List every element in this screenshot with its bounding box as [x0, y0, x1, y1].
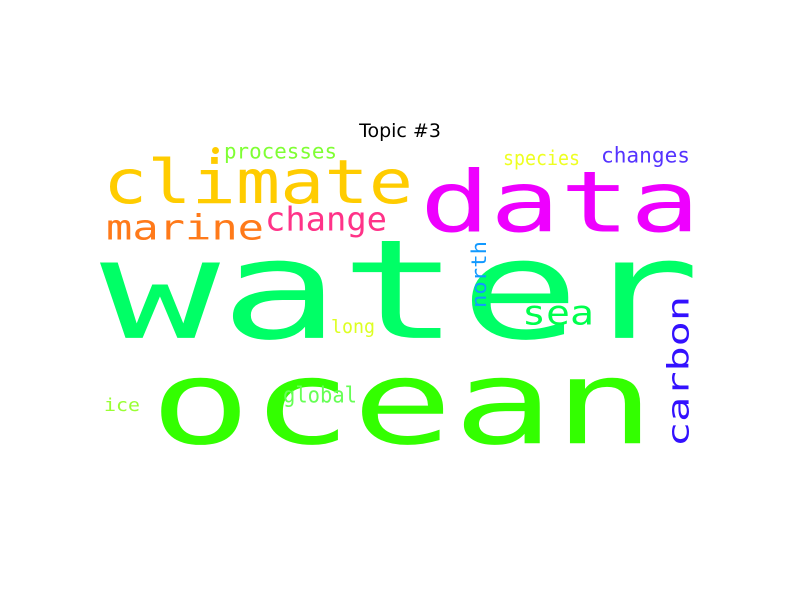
word-marine: marine: [106, 206, 264, 248]
word-long: long: [331, 315, 375, 338]
word-change: change: [265, 200, 387, 239]
word-sea: sea: [522, 292, 594, 333]
word-species: species: [503, 146, 580, 170]
chart-title: Topic #3: [359, 120, 441, 142]
word-processes: processes: [224, 139, 337, 164]
dot-mark: [212, 147, 219, 154]
word-carbon: carbon: [661, 296, 696, 447]
word-global: global: [283, 382, 357, 408]
word-north: north: [467, 241, 491, 308]
word-water: water: [100, 209, 700, 372]
word-ocean: ocean: [150, 334, 655, 472]
word-changes: changes: [601, 143, 690, 168]
word-data: data: [420, 152, 700, 252]
word-ice: ice: [104, 394, 140, 416]
word-climate: climate: [103, 146, 413, 218]
